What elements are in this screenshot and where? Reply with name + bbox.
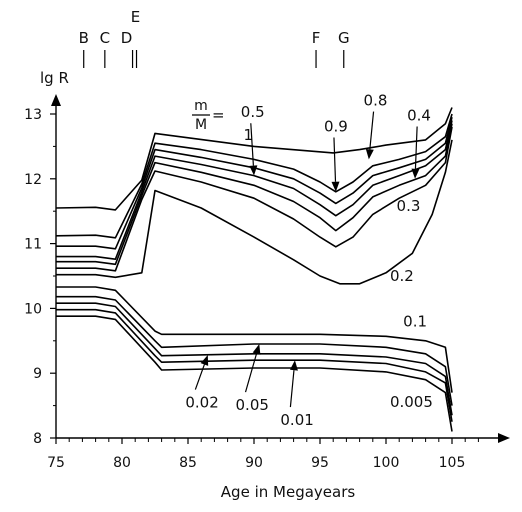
y-axis-title: lg R	[40, 69, 69, 87]
annotation-arrow-head	[200, 355, 209, 366]
curve-series	[55, 113, 453, 239]
y-tick-label: 11	[24, 237, 42, 253]
y-tick-label: 9	[33, 366, 42, 382]
annotation-arrow-head	[411, 168, 420, 179]
curve-label: 0.1	[403, 313, 427, 331]
curve-label: 1	[243, 126, 253, 144]
x-axis-arrowhead	[498, 433, 510, 443]
param-numerator: m	[194, 98, 208, 114]
annotation-arrow-shaft	[414, 126, 418, 169]
annotation-arrow-shaft	[289, 370, 295, 408]
y-tick-label: 13	[24, 107, 42, 123]
curve-label: 0.9	[324, 117, 348, 135]
curve-series	[56, 295, 453, 406]
curve-annotations: 1 0.5 0.9 0.8 0.4 0.3 0.2 0.1 0.02 0.05 0.01 0.005	[185, 92, 433, 429]
annotation-arrow-head	[289, 360, 298, 371]
curve-label: 0.01	[280, 411, 313, 429]
curve-series	[55, 107, 453, 211]
curve-series	[56, 123, 453, 266]
y-axis-arrowhead	[51, 94, 61, 106]
y-tick-label: 12	[24, 172, 42, 188]
ticks: 75 80 85 90 95 100 105 8 9 10 11 12 13	[24, 107, 479, 471]
curve-series	[56, 315, 453, 432]
annotation-arrow-shaft	[244, 353, 258, 393]
x-tick-label: 80	[113, 455, 131, 471]
param-denominator: M	[195, 117, 207, 133]
axes	[51, 94, 510, 443]
x-tick-label: 100	[373, 455, 400, 471]
curve-label: 0.4	[407, 106, 431, 124]
epoch-marker-label: G	[338, 29, 350, 47]
x-tick-label: 95	[311, 455, 329, 471]
curve-series	[56, 117, 453, 250]
epoch-marker-label: C	[100, 29, 110, 47]
x-tick-label: 90	[245, 455, 263, 471]
curve-label: 0.05	[236, 396, 269, 414]
curve-label: 0.2	[390, 267, 414, 285]
curves	[55, 107, 453, 432]
curve-label: 0.005	[390, 393, 433, 411]
epoch-markers: B C DE F G	[79, 8, 350, 68]
curve-series	[56, 308, 453, 422]
curve-label: 0.02	[185, 394, 218, 412]
curve-series	[56, 302, 453, 416]
y-tick-label: 8	[33, 431, 42, 447]
annotation-arrow-shaft	[194, 364, 205, 390]
curve-series	[56, 126, 453, 272]
annotation-arrow-head	[331, 181, 340, 192]
curve-series	[56, 139, 453, 285]
x-tick-label: 75	[47, 455, 65, 471]
annotation-arrow-shaft	[333, 137, 337, 182]
annotation-arrow-head	[365, 149, 374, 160]
x-tick-label: 105	[439, 455, 466, 471]
annotation-arrow-head	[249, 165, 258, 176]
curve-label: 0.3	[397, 197, 421, 215]
curve-label: 0.5	[241, 103, 265, 121]
epoch-marker-label: F	[312, 29, 321, 47]
param-equals: =	[212, 106, 225, 124]
epoch-marker-label: D	[121, 29, 133, 47]
y-tick-label: 10	[24, 301, 42, 317]
x-axis-title: Age in Megayears	[221, 483, 356, 501]
curve-series	[56, 286, 453, 393]
annotation-arrow-shaft	[369, 111, 375, 150]
x-tick-label: 85	[179, 455, 197, 471]
curve-label: 0.8	[364, 92, 388, 110]
annotation-arrow-shaft	[250, 123, 254, 166]
epoch-marker-label: E	[131, 8, 140, 26]
annotation-arrow-head	[252, 344, 261, 355]
epoch-marker-label: B	[79, 29, 89, 47]
parameter-label: m M =	[192, 98, 225, 133]
